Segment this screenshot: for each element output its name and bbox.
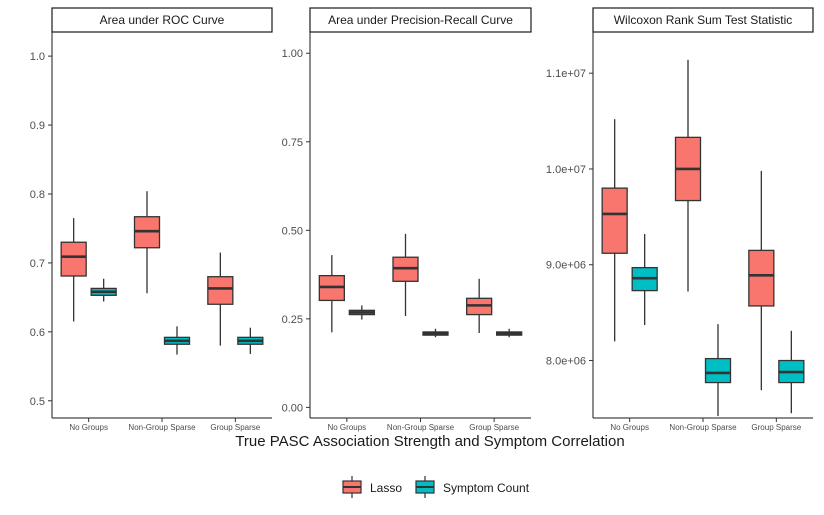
x-tick-label: No Groups bbox=[69, 423, 108, 432]
panel-1: Area under ROC Curve 0.5 0.6 0.7 0.8 0.9 1.0 No… bbox=[30, 7, 273, 432]
x-tick-label: Non-Group Sparse bbox=[669, 423, 737, 432]
y-tick-label: 1.0e+07 bbox=[546, 164, 586, 176]
x-tick-label: Group Sparse bbox=[210, 423, 260, 432]
box-iqr bbox=[207, 276, 234, 305]
y-tick-label: 0.00 bbox=[282, 402, 303, 414]
legend-label: Lasso bbox=[370, 481, 402, 495]
box-symptom-count bbox=[422, 328, 449, 338]
box-lasso bbox=[674, 59, 702, 292]
box-lasso bbox=[207, 252, 234, 346]
box-lasso bbox=[466, 278, 493, 334]
y-tick-label: 0.6 bbox=[30, 327, 45, 339]
y-tick-label: 8.0e+06 bbox=[546, 356, 586, 368]
box-iqr bbox=[601, 187, 628, 254]
y-tick-label: 0.25 bbox=[282, 314, 303, 326]
panel-2: Area under Precision-Recall Curve 0.00 0.2… bbox=[282, 7, 532, 432]
y-tick-label: 0.7 bbox=[30, 258, 45, 270]
x-axis-title: True PASC Association Strength and Sympt… bbox=[235, 433, 624, 450]
box-symptom-count bbox=[778, 330, 805, 414]
y-tick-label: 0.8 bbox=[30, 189, 45, 201]
x-tick-label: Group Sparse bbox=[469, 423, 519, 432]
legend-item-lasso: Lasso bbox=[342, 476, 402, 498]
box-lasso bbox=[601, 119, 628, 342]
box-lasso bbox=[392, 233, 419, 317]
box-iqr bbox=[748, 249, 775, 307]
x-tick-label: Non-Group Sparse bbox=[387, 423, 455, 432]
box-lasso bbox=[60, 218, 87, 322]
y-tick-label: 0.50 bbox=[282, 225, 303, 237]
y-tick-label: 0.5 bbox=[30, 396, 45, 408]
panel-strip bbox=[51, 7, 273, 33]
y-tick-label: 9.0e+06 bbox=[546, 260, 586, 272]
box-iqr bbox=[704, 357, 732, 384]
box-symptom-count bbox=[163, 326, 191, 355]
y-tick-label: 0.75 bbox=[282, 137, 303, 149]
x-tick-label: No Groups bbox=[610, 423, 649, 432]
box-lasso bbox=[133, 191, 161, 294]
panel-3: Wilcoxon Rank Sum Test Statistic 8.0e+06 9… bbox=[546, 7, 814, 432]
x-tick-label: No Groups bbox=[327, 423, 366, 432]
panels-layer: Area under ROC Curve 0.5 0.6 0.7 0.8 0.9 1.0 No… bbox=[30, 7, 814, 432]
box-iqr bbox=[60, 241, 87, 277]
x-tick-label: Non-Group Sparse bbox=[128, 423, 196, 432]
panel-title: Area under ROC Curve bbox=[100, 13, 225, 27]
box-symptom-count bbox=[496, 328, 523, 338]
box-symptom-count bbox=[348, 305, 375, 320]
panel-strip bbox=[592, 7, 814, 33]
y-tick-label: 1.00 bbox=[282, 48, 303, 60]
box-lasso bbox=[318, 255, 345, 333]
y-tick-label: 1.0 bbox=[30, 51, 45, 63]
panel-title: Wilcoxon Rank Sum Test Statistic bbox=[614, 13, 793, 27]
panel-strip bbox=[309, 7, 532, 33]
box-symptom-count bbox=[631, 234, 658, 326]
legend-label: Symptom Count bbox=[443, 481, 530, 495]
y-tick-label: 0.9 bbox=[30, 120, 45, 132]
box-symptom-count bbox=[90, 278, 117, 302]
legend: Lasso Symptom Count bbox=[342, 476, 530, 498]
x-tick-label: Group Sparse bbox=[751, 423, 801, 432]
y-tick-label: 1.1e+07 bbox=[546, 68, 586, 80]
box-symptom-count bbox=[704, 324, 732, 417]
panel-title: Area under Precision-Recall Curve bbox=[328, 13, 513, 27]
box-lasso bbox=[748, 170, 775, 391]
box-symptom-count bbox=[237, 327, 264, 354]
legend-item-symptom-count: Symptom Count bbox=[415, 476, 530, 498]
